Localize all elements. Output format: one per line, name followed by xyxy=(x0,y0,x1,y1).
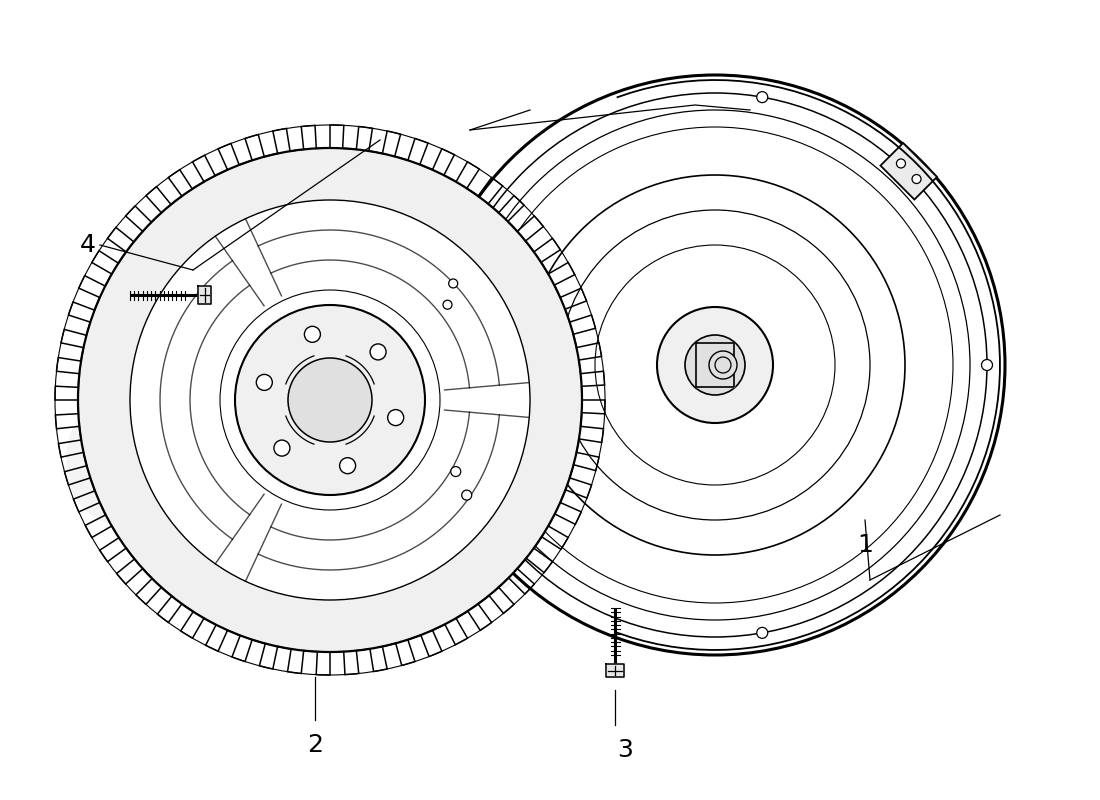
Text: 2: 2 xyxy=(307,733,323,757)
Circle shape xyxy=(912,174,921,183)
Polygon shape xyxy=(606,664,624,677)
Polygon shape xyxy=(429,266,472,322)
Text: 1: 1 xyxy=(857,533,873,557)
Circle shape xyxy=(710,351,737,379)
Text: a passion for parts: a passion for parts xyxy=(287,566,572,594)
Circle shape xyxy=(685,335,745,395)
Circle shape xyxy=(657,307,773,423)
Circle shape xyxy=(462,490,472,500)
Circle shape xyxy=(288,358,372,442)
Circle shape xyxy=(78,148,582,652)
Circle shape xyxy=(981,359,992,370)
Circle shape xyxy=(256,374,273,390)
Circle shape xyxy=(757,92,768,102)
Polygon shape xyxy=(880,143,937,199)
Circle shape xyxy=(451,466,461,477)
Circle shape xyxy=(305,326,320,342)
Circle shape xyxy=(425,75,1005,655)
Circle shape xyxy=(896,159,905,168)
Circle shape xyxy=(387,410,404,426)
Text: 4: 4 xyxy=(80,233,96,257)
Circle shape xyxy=(235,305,425,495)
Polygon shape xyxy=(198,286,211,304)
Text: 3: 3 xyxy=(617,738,632,762)
Circle shape xyxy=(449,279,458,288)
Circle shape xyxy=(757,627,768,638)
Polygon shape xyxy=(696,343,734,387)
Text: ro: ro xyxy=(410,315,591,465)
Circle shape xyxy=(274,440,290,456)
Circle shape xyxy=(715,357,732,373)
Polygon shape xyxy=(429,447,493,519)
Circle shape xyxy=(130,200,530,600)
Circle shape xyxy=(443,300,452,310)
Circle shape xyxy=(370,344,386,360)
Text: eu: eu xyxy=(56,346,384,574)
Circle shape xyxy=(340,458,355,474)
